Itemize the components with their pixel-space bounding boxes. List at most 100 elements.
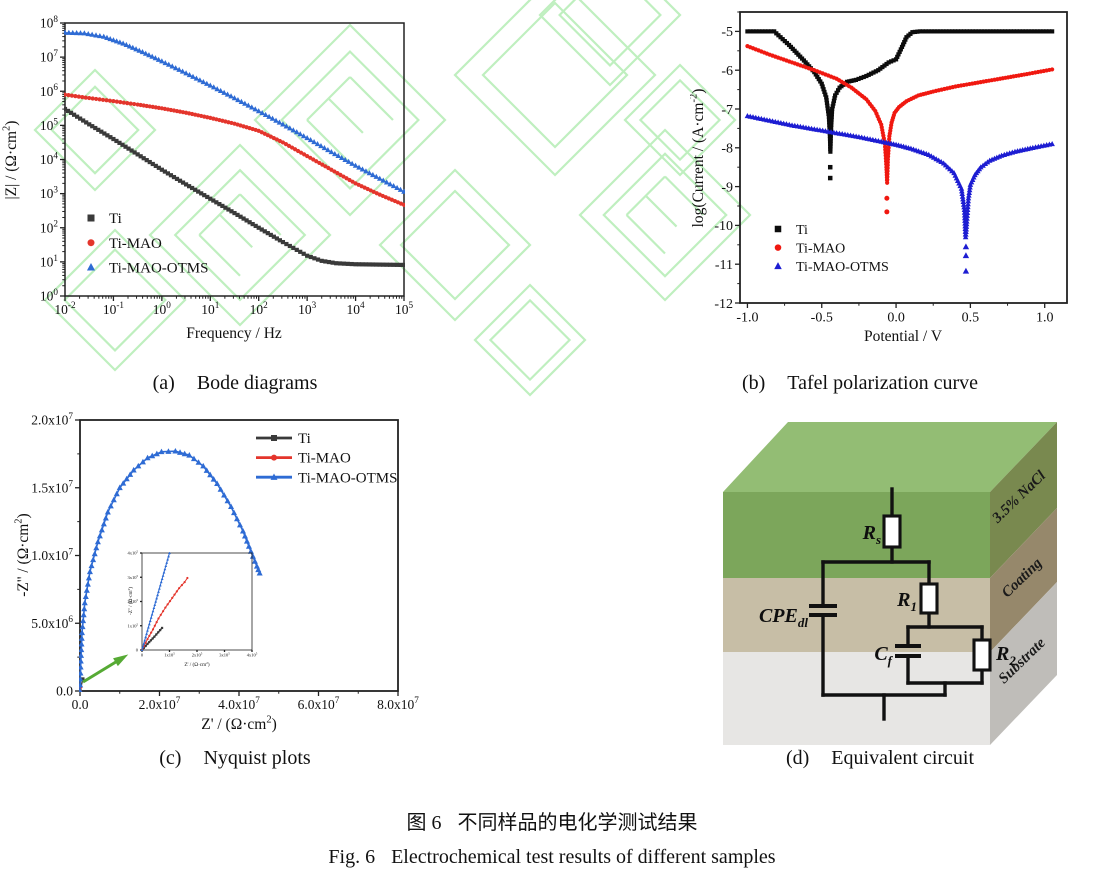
svg-text:2x105: 2x105 [127,598,138,604]
svg-text:2x105: 2x105 [192,651,203,657]
svg-text:103: 103 [298,300,317,317]
nyquist-chart: 0.0 2.0x107 4.0x107 6.0x107 8.0x107 0.0 5.0x10… [14,411,420,734]
svg-text:4x105: 4x105 [247,651,258,657]
series-Ti [745,29,1055,154]
capacitor-plates [809,604,921,658]
svg-text:-7: -7 [721,103,733,118]
svg-text:6.0x107: 6.0x107 [298,695,340,712]
svg-text:100: 100 [40,287,59,304]
svg-text:4.0x107: 4.0x107 [218,695,260,712]
coating-front-face [723,578,990,652]
tafel-chart: -1.0 -0.5 0.0 0.5 1.0 -5 -6 -7 -8 -9 -10 -11 -12 Ti Ti… [690,11,1068,345]
figure-caption-en-text: Electrochemical test results of differen… [391,846,776,868]
svg-text:0.5: 0.5 [962,310,980,325]
svg-text:106: 106 [40,82,59,99]
svg-text:Frequency / Hz: Frequency / Hz [186,325,282,342]
series-Ti-MAO-OTMS [79,447,263,692]
svg-text:0.0: 0.0 [72,697,89,712]
svg-text:Ti: Ti [298,431,311,447]
caption-a-text: Bode diagrams [196,372,318,394]
series-Ti-MAO [884,195,890,215]
svg-text:-11: -11 [715,258,733,273]
resistor-1 [882,514,902,549]
circuit-wires [821,487,984,721]
element-label-R1: R1 [896,589,917,614]
caption-d-text: Equivalent circuit [831,747,975,769]
bode-chart: 10-2 10-1 100 101 102 103 104 105 100 101 102 103 10… [2,14,414,342]
svg-text:Z' / (Ω·cm2): Z' / (Ω·cm2) [184,661,210,668]
svg-text:-8: -8 [721,142,733,157]
substrate-front-face [723,652,990,745]
series-Ti-MAO-OTMS [744,113,1055,240]
svg-text:1.0: 1.0 [1036,310,1054,325]
svg-text:-0.5: -0.5 [811,310,833,325]
svg-text:Ti-MAO: Ti-MAO [109,236,162,252]
svg-text:-12: -12 [714,297,733,312]
caption-b-label: (b) [741,372,766,394]
svg-text:Ti-MAO-OTMS: Ti-MAO-OTMS [109,261,208,277]
panel-a: 10-2 10-1 100 101 102 103 104 105 100 101 102 103 10… [0,0,440,360]
svg-text:108: 108 [40,14,59,31]
svg-text:3x105: 3x105 [219,651,230,657]
svg-text:103: 103 [40,185,59,202]
figure-caption-zh-label: 图 6 [406,812,442,834]
element-label-CPEdl: CPEdl [759,605,808,630]
svg-text:1x105: 1x105 [164,651,175,657]
svg-text:2.0x107: 2.0x107 [31,411,73,428]
svg-text:104: 104 [40,150,59,167]
coating-side-face [990,508,1057,652]
svg-text:-10: -10 [714,219,733,234]
svg-text:2.0x107: 2.0x107 [139,695,181,712]
caption-b-text: Tafel polarization curve [787,372,979,394]
svg-text:Ti-MAO-OTMS: Ti-MAO-OTMS [796,260,889,275]
resistor-3 [972,638,992,672]
svg-text:1.5x107: 1.5x107 [31,479,73,496]
svg-text:Ti: Ti [796,223,808,238]
series-Ti-MAO-OTMS [141,552,171,651]
svg-text:5.0x106: 5.0x106 [31,614,73,631]
svg-text:|Z| / (Ω·cm2): |Z| / (Ω·cm2) [2,121,21,200]
svg-text:Z' / (Ω·cm2): Z' / (Ω·cm2) [201,715,277,734]
caption-d-label: (d) [785,747,810,769]
svg-text:0: 0 [136,648,139,653]
caption-c: (c) Nyquist plots [0,747,470,770]
svg-text:4x105: 4x105 [127,550,138,556]
figure-caption-en: Fig. 6 Electrochemical test results of di… [0,846,1104,869]
series-Ti-MAO [745,44,1055,185]
svg-text:105: 105 [395,300,414,317]
svg-text:1.0x107: 1.0x107 [31,546,73,563]
series-Ti [827,164,833,181]
svg-text:100: 100 [153,300,172,317]
svg-text:3x105: 3x105 [127,574,138,580]
series-Ti [64,106,405,268]
svg-text:-1.0: -1.0 [736,310,758,325]
svg-text:0.0: 0.0 [56,684,73,699]
element-label-Rs: Rs [862,522,881,547]
svg-text:-5: -5 [721,25,733,40]
caption-c-text: Nyquist plots [203,747,311,769]
panel-d: 3.5% NaCl Coating Substrate Rs CPEdl R1 Cf R2 [700,405,1104,750]
series-Ti-MAO [141,576,189,651]
element-label-Cf: Cf [874,643,893,668]
svg-text:0: 0 [141,652,144,657]
svg-text:log(Current / (A·cm-2): log(Current / (A·cm-2) [690,89,707,228]
panel-c: 0.0 2.0x107 4.0x107 6.0x107 8.0x107 0.0 5.0x10… [0,395,480,770]
svg-text:102: 102 [40,219,59,236]
nacl-top-face [723,422,1057,492]
series-Ti-MAO-OTMS [962,243,970,274]
caption-d: (d) Equivalent circuit [670,747,1090,770]
caption-b: (b) Tafel polarization curve [650,372,1070,395]
figure-caption-zh-text: 不同样品的电化学测试结果 [457,812,698,834]
svg-text:-9: -9 [721,180,733,195]
nacl-side-face [990,422,1057,578]
svg-text:Ti-MAO: Ti-MAO [298,451,351,467]
substrate-side-face [990,582,1057,745]
svg-text:102: 102 [250,300,269,317]
panel-b: -1.0 -0.5 0.0 0.5 1.0 -5 -6 -7 -8 -9 -10 -11 -12 Ti Ti… [690,0,1104,370]
svg-text:107: 107 [40,48,59,65]
svg-text:Potential / V: Potential / V [864,328,943,345]
svg-text:10-1: 10-1 [103,300,125,317]
